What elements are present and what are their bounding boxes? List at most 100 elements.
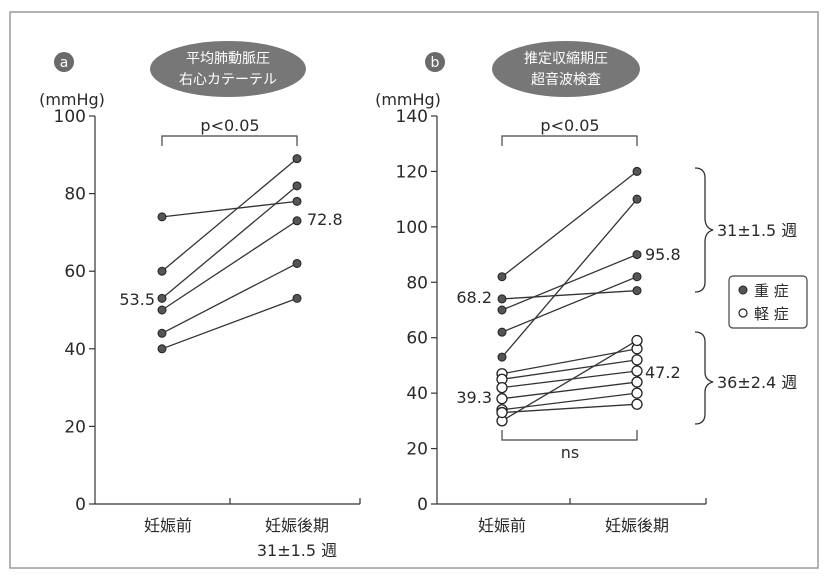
data-point-open <box>496 393 508 405</box>
panel-a-x-label-late: 妊娠後期 <box>265 516 329 535</box>
panel-b-significance-bracket-bottom <box>501 430 638 441</box>
data-point-filled <box>157 328 167 338</box>
data-point-open <box>496 406 508 419</box>
y-tick-label: 60 <box>64 262 86 282</box>
series-line <box>161 297 298 350</box>
y-tick-label: 40 <box>64 340 86 360</box>
series-line <box>501 348 638 375</box>
series-line <box>501 403 638 414</box>
panel-b-badge-circle <box>425 52 445 72</box>
panel-a-significance-label: p<0.05 <box>200 116 259 135</box>
panel-b-significance-bottom: ns <box>561 443 579 462</box>
panel-a-badge-line2: 右心カテーテル <box>179 72 277 88</box>
y-tick-label: 120 <box>396 162 428 182</box>
panel-a-y-unit: (mmHg) <box>39 90 105 109</box>
y-tick-label: 140 <box>396 107 428 127</box>
data-point-open <box>496 381 508 394</box>
y-tick-label: 60 <box>406 329 428 349</box>
series-line <box>501 370 638 389</box>
panel-b-series <box>496 166 643 427</box>
series-line <box>501 359 638 380</box>
legend-marker-open <box>738 308 748 318</box>
data-point-filled <box>157 266 167 276</box>
series-line <box>161 262 298 334</box>
data-point-filled <box>157 293 167 303</box>
data-point-filled <box>292 216 302 226</box>
panel-b-badge-line2: 超音波検査 <box>531 71 601 88</box>
legend-label-severe: 重 症 <box>754 282 789 300</box>
data-point-filled <box>292 258 302 268</box>
y-tick-label: 80 <box>64 185 86 205</box>
y-tick-label: 100 <box>54 107 86 127</box>
data-point-filled <box>497 294 507 304</box>
data-point-open <box>631 354 643 366</box>
panel-a-x-ticks <box>229 498 361 504</box>
panel-a-x-label-before: 妊娠前 <box>144 516 192 535</box>
series-line <box>161 158 298 272</box>
data-point-filled <box>157 344 167 354</box>
data-point-filled <box>632 250 642 260</box>
data-point-filled <box>157 305 167 315</box>
data-point-filled <box>292 154 302 164</box>
data-point-filled <box>632 194 642 204</box>
panel-b-brace-mild <box>694 331 714 425</box>
panel-b-y-ticks: 0 20 40 60 80 100 120 140 <box>396 107 437 515</box>
panel-a-x-sublabel-late: 31±1.5 週 <box>257 541 337 560</box>
panel-b-group-label-severe: 31±1.5 週 <box>717 221 797 240</box>
panel-b-mean-late-severe: 95.8 <box>645 245 681 264</box>
panel-b-x-label-before: 妊娠前 <box>478 516 526 535</box>
y-tick-label: 40 <box>406 384 428 404</box>
series-line <box>501 276 638 333</box>
series-line <box>501 289 638 300</box>
series-line <box>161 185 298 299</box>
panel-b-x-label-late: 妊娠後期 <box>605 516 669 535</box>
data-point-filled <box>632 272 642 282</box>
panel-b-legend <box>728 275 808 329</box>
data-point-filled <box>632 286 642 296</box>
panel-b-x-ticks <box>569 498 707 504</box>
panel-b: b 推定収縮期圧 超音波検査 (mmHg) 0 20 40 60 80 100 120 140… <box>375 41 808 535</box>
panel-a-label: a <box>60 55 69 71</box>
panel-a-mean-late: 72.8 <box>307 210 343 229</box>
data-point-filled <box>292 293 302 303</box>
series-line <box>501 198 638 358</box>
data-point-open <box>631 376 643 388</box>
panel-a: a 平均肺動脈圧 右心カテーテル (mmHg) 0 20 40 60 80 100 妊娠前… <box>39 41 361 560</box>
data-point-filled <box>497 272 507 282</box>
panel-b-mean-late-mild: 47.2 <box>645 363 681 382</box>
panel-a-badge-line1: 平均肺動脈圧 <box>186 51 270 67</box>
y-tick-label: 100 <box>396 218 428 238</box>
data-point-open <box>631 387 643 399</box>
series-line <box>501 170 638 278</box>
panel-a-badge-circle <box>54 52 74 72</box>
figure-frame <box>9 11 819 569</box>
data-point-filled <box>497 327 507 337</box>
panel-a-y-ticks: 0 20 40 60 80 100 <box>54 107 95 515</box>
series-line <box>161 220 298 311</box>
y-tick-label: 0 <box>75 495 86 515</box>
y-tick-label: 0 <box>417 495 428 515</box>
data-point-filled <box>497 305 507 315</box>
panel-b-mean-before-severe: 68.2 <box>456 288 492 307</box>
y-tick-label: 80 <box>406 273 428 293</box>
series-line <box>501 381 638 400</box>
panel-b-significance-top: p<0.05 <box>540 116 599 135</box>
panel-a-mean-before: 53.5 <box>119 290 155 309</box>
panel-b-group-label-mild: 36±2.4 週 <box>717 373 797 392</box>
panel-b-y-unit: (mmHg) <box>375 90 441 109</box>
panel-b-method-badge <box>492 41 640 97</box>
panel-b-significance-bracket-top <box>501 135 638 146</box>
panel-a-series <box>157 154 302 354</box>
panel-a-significance-bracket <box>161 135 298 146</box>
data-point-filled <box>292 196 302 206</box>
y-tick-label: 20 <box>64 417 86 437</box>
legend-marker-filled <box>738 285 748 295</box>
series-line <box>501 339 638 422</box>
panel-b-brace-severe <box>694 167 714 293</box>
panel-a-method-badge <box>150 41 306 97</box>
panel-b-label: b <box>431 55 440 71</box>
data-point-filled <box>157 212 167 222</box>
panel-b-badge-line1: 推定収縮期圧 <box>524 51 608 67</box>
